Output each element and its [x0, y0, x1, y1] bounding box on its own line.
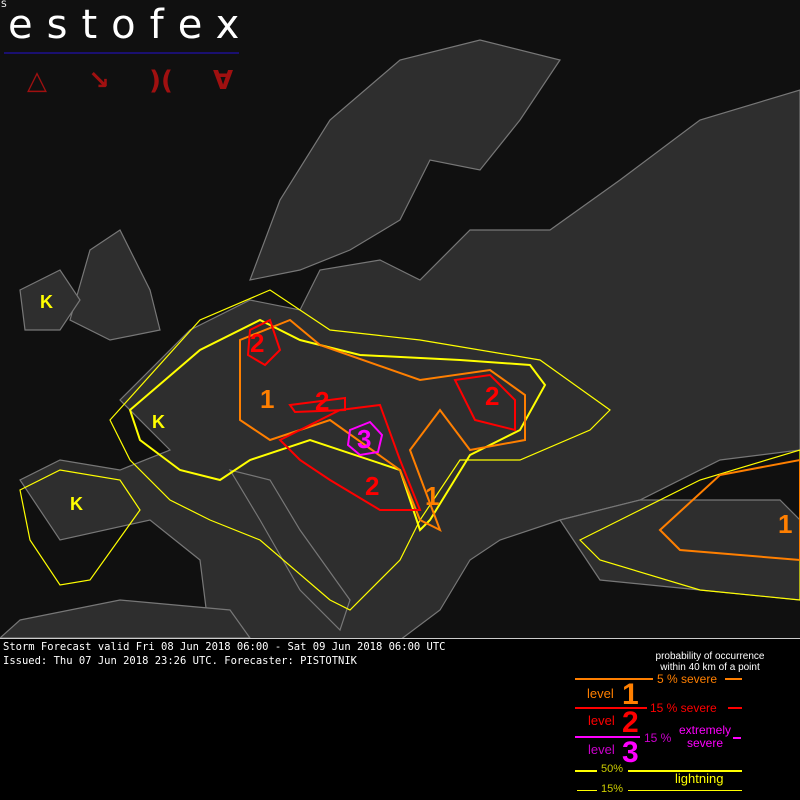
- level2-word: level: [588, 713, 615, 728]
- map-label-level2: 2: [365, 471, 379, 501]
- lightning-50-contour: [128, 318, 547, 532]
- level1-contour: [239, 318, 526, 533]
- level2-number: 2: [622, 706, 639, 739]
- map-label-level2: 2: [485, 381, 499, 411]
- level1-prob: 5 % severe: [657, 672, 718, 686]
- level3-contour: [346, 420, 384, 457]
- valid-period: Storm Forecast valid Fri 08 Jun 2018 06:…: [3, 641, 446, 653]
- lightning50-line: [575, 770, 597, 772]
- lightning-symbol-icon: K: [40, 292, 53, 312]
- logo-small-letter: S: [1, 0, 7, 10]
- legend: probability of occurrence within 40 km o…: [560, 645, 800, 800]
- level2-contour: [246, 318, 516, 511]
- level3-prob: 15 %: [644, 731, 672, 745]
- level1-word: level: [587, 686, 614, 701]
- level1-number: 1: [622, 678, 639, 711]
- lightning-15-contour-west: [19, 469, 141, 586]
- lightning15-line: [628, 790, 742, 791]
- map-label-level2: 2: [250, 328, 264, 358]
- map-label-level1: 1: [260, 384, 274, 414]
- map-label-level3: 3: [357, 424, 371, 454]
- level3-desc: severe: [686, 736, 724, 750]
- issued-info: Issued: Thu 07 Jun 2018 23:26 UTC. Forec…: [3, 655, 358, 667]
- lightning-symbol-icon: K: [70, 494, 83, 514]
- hazard-icons: △ ↘ )( ∀: [22, 66, 238, 96]
- map-label-level1: 1: [425, 481, 439, 511]
- map-label-level1: 1: [778, 509, 792, 539]
- level3-desc: extremely: [678, 723, 731, 737]
- level3-number: 3: [622, 736, 639, 769]
- logo-divider: [4, 52, 239, 54]
- tornado-icon: )(: [149, 66, 173, 96]
- level2-line: [728, 707, 742, 709]
- lightning-15-contour-east: [578, 449, 800, 601]
- level1-contour-east: [658, 458, 800, 562]
- lightning-symbol-icon: K: [152, 412, 165, 432]
- lightning50-line: [628, 770, 742, 772]
- lightning-label: lightning: [675, 771, 724, 786]
- level3-line: [733, 737, 741, 739]
- lightning-15-contour: [109, 289, 611, 611]
- divider: [0, 638, 800, 639]
- level2-line: [575, 707, 647, 709]
- level3-word: level: [588, 742, 615, 757]
- land: [0, 39, 800, 638]
- lightning15-line: [577, 790, 597, 791]
- legend-header: within 40 km of a point: [660, 662, 760, 673]
- forecast-map: 2 1 2 2 3 2 1 1 K K K: [0, 0, 800, 638]
- lightning50-label: 50%: [601, 763, 624, 775]
- estofex-logo: estofex: [8, 2, 254, 48]
- level1-line: [575, 678, 653, 680]
- map-label-level2: 2: [315, 386, 329, 416]
- legend-header: probability of occurrence: [655, 651, 765, 662]
- hail-icon: ∀: [212, 66, 234, 96]
- level1-line: [725, 678, 742, 680]
- wind-arrow-icon: ↘: [88, 66, 110, 96]
- level2-prob: 15 % severe: [650, 701, 717, 715]
- lightning15-label: 15%: [601, 783, 624, 795]
- triangle-icon: △: [27, 66, 47, 96]
- level3-line: [575, 736, 640, 738]
